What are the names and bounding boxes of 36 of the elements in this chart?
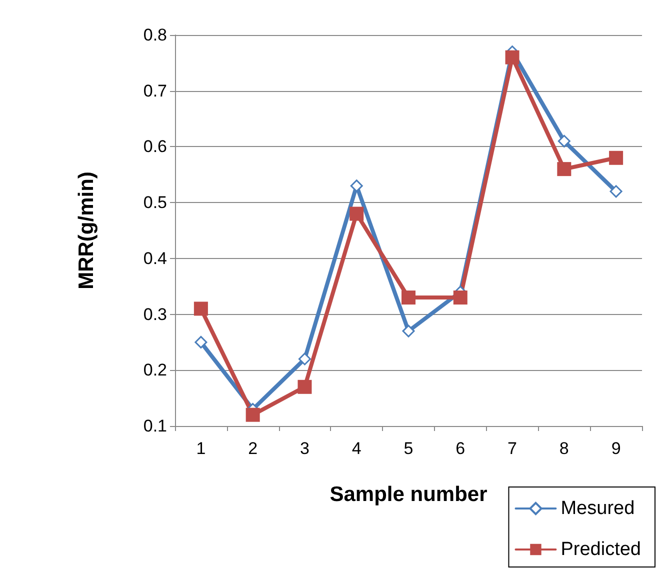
point [298,352,311,366]
y-tick-label: 0.7 [143,81,167,100]
point [402,290,416,305]
point [298,380,312,394]
x-axis-title: Sample number [330,483,488,506]
x-tick-label: 9 [611,439,621,458]
point [609,150,624,165]
x-tick-label: 2 [248,439,258,458]
x-tick-label: 3 [300,439,310,458]
point [557,162,572,176]
y-axis-title: MRR(g/min) [75,172,98,290]
y-tick-label: 0.4 [143,248,167,268]
x-tick-label: 7 [508,439,518,458]
point [402,324,415,338]
point [246,408,260,422]
x-tick-label: 6 [456,439,466,458]
x-tick-label: 5 [404,439,414,458]
y-tick-label: 0.5 [143,193,167,212]
point [194,302,208,316]
point [350,180,363,192]
point [558,134,570,148]
point [505,50,520,64]
point [610,185,622,198]
x-tick-label: 4 [352,439,362,458]
x-tick-label: 1 [196,439,206,458]
legend-label: Mesured [560,498,635,519]
y-tick-label: 0.3 [143,304,167,324]
y-tick-label: 0.6 [143,137,167,156]
y-tick-label: 0.2 [143,360,167,380]
point [350,206,364,221]
point [453,290,468,305]
legend-label: Predicted [560,539,642,560]
y-tick-label: 0.8 [143,26,167,44]
x-tick-label: 8 [559,439,569,458]
point [194,336,208,348]
y-tick-label: 0.1 [143,416,167,436]
